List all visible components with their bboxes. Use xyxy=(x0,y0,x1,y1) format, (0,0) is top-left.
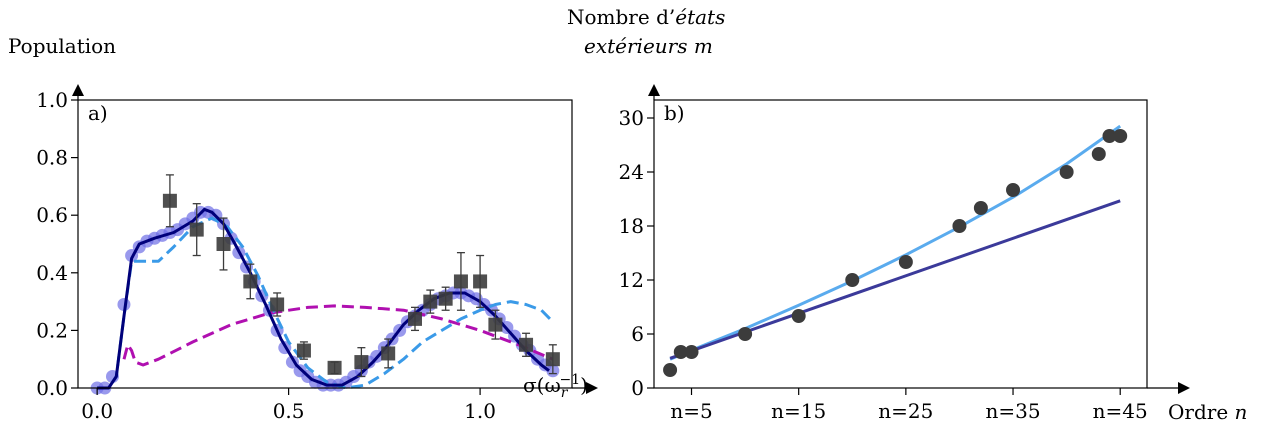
panel-b-series-2-point-11 xyxy=(1091,147,1106,161)
panel-a-data-square-2 xyxy=(216,237,231,251)
panel-b-label: b) xyxy=(664,101,685,125)
panel-a-xlabel: σ(ωr−1) xyxy=(523,372,588,401)
panel-a-ytick-label-2: 0.4 xyxy=(36,261,68,285)
panel-b-frame xyxy=(653,99,1148,389)
panel-a-data-square-15 xyxy=(519,337,534,352)
panel-a-plot-area xyxy=(90,174,560,395)
panel-b-xtick-label-3: n=35 xyxy=(985,399,1040,423)
panel-b-ytick-label-5: 30 xyxy=(619,106,644,130)
panel-b: Nombre d’états extérieurs m b) n=5 n=15 n=… xyxy=(567,5,1247,424)
panel-a-ytick-label-0: 0.0 xyxy=(36,376,68,400)
panel-b-plot-area xyxy=(663,124,1128,377)
panel-a-series-0-line xyxy=(97,207,550,390)
panel-a-data-square-3 xyxy=(243,274,258,289)
panel-a-data-square-13 xyxy=(473,274,488,289)
panel-b-xlabel: Ordre n xyxy=(1168,400,1247,424)
panel-a-xtick-label-0: 0.0 xyxy=(81,399,113,423)
panel-b-series-2-point-10 xyxy=(1059,165,1074,179)
panel-a: Population a) 0.0 0.5 1.0 0.0 0.2 0.4 0.6 0.8 1.… xyxy=(8,34,598,423)
panel-a-data-square-9 xyxy=(407,311,422,326)
panel-b-ytick-label-0: 0 xyxy=(631,376,644,400)
panel-a-data-square-12 xyxy=(453,274,468,289)
panel-b-series-2-point-8 xyxy=(973,201,988,215)
panel-a-ytick-label-5: 1.0 xyxy=(36,88,68,112)
panel-b-series-0-line xyxy=(669,124,1122,361)
panel-b-series-2-point-5 xyxy=(845,273,860,287)
panel-a-data-square-10 xyxy=(423,294,438,309)
panel-a-data-square-14 xyxy=(488,317,503,332)
panel-b-series-1-line xyxy=(669,199,1121,360)
panel-a-data-square-16 xyxy=(545,352,560,367)
panel-b-series-2-point-9 xyxy=(1006,183,1021,197)
panel-a-data-square-1 xyxy=(189,222,204,237)
panel-a-ticks: 0.0 0.5 1.0 0.0 0.2 0.4 0.6 0.8 1.0 xyxy=(36,88,496,423)
panel-a-data-square-8 xyxy=(381,346,396,361)
panel-b-series-2-point-12 xyxy=(1102,129,1117,143)
panel-a-ytick-label-3: 0.6 xyxy=(36,203,68,227)
panel-b-ytick-label-3: 18 xyxy=(619,214,644,238)
panel-b-ticks: n=5 n=15 n=25 n=35 n=45 0 6 12 18 24 30 xyxy=(619,106,1148,423)
panel-b-series-2-point-3 xyxy=(738,327,753,341)
panel-a-ytick-label-1: 0.2 xyxy=(36,318,68,342)
panel-b-x-arrow xyxy=(1178,382,1190,394)
panel-a-series-2-line xyxy=(122,304,554,367)
panel-b-xtick-label-2: n=25 xyxy=(878,399,933,423)
panel-a-data-square-7 xyxy=(354,355,369,370)
panel-b-series-2-point-2 xyxy=(684,345,699,359)
panel-a-xtick-label-1: 0.5 xyxy=(273,399,305,423)
panel-b-xtick-label-4: n=45 xyxy=(1093,399,1148,423)
panel-a-ytick-label-4: 0.8 xyxy=(36,146,68,170)
panel-b-ylabel-line2: extérieurs m xyxy=(584,34,713,58)
panel-b-series-2-point-7 xyxy=(952,219,967,233)
panel-b-series-2-point-0 xyxy=(663,363,678,377)
panel-b-series-2-point-4 xyxy=(791,309,806,323)
panel-a-data-square-5 xyxy=(296,343,311,358)
panel-a-data-square-6 xyxy=(327,360,342,375)
panel-b-ytick-label-1: 6 xyxy=(631,322,644,346)
panel-a-data-square-0 xyxy=(162,193,177,208)
panel-b-ytick-label-4: 24 xyxy=(619,160,644,184)
panel-b-xtick-label-0: n=5 xyxy=(670,399,712,423)
panel-b-ytick-label-2: 12 xyxy=(619,268,644,292)
panel-b-xtick-label-1: n=15 xyxy=(771,399,826,423)
panel-b-series-2-point-1 xyxy=(673,345,688,359)
panel-a-label: a) xyxy=(88,101,108,125)
panel-a-x-arrow xyxy=(586,382,598,394)
panel-a-ylabel: Population xyxy=(8,34,116,58)
panel-a-frame xyxy=(77,99,573,389)
panel-a-data-square-11 xyxy=(438,291,453,306)
panel-b-series-2-point-13 xyxy=(1113,129,1128,143)
panel-b-series-2-point-6 xyxy=(898,255,913,269)
panel-a-data-square-4 xyxy=(270,297,285,312)
panel-a-xtick-label-2: 1.0 xyxy=(464,399,496,423)
panel-b-ylabel-line1: Nombre d’états xyxy=(567,5,725,29)
